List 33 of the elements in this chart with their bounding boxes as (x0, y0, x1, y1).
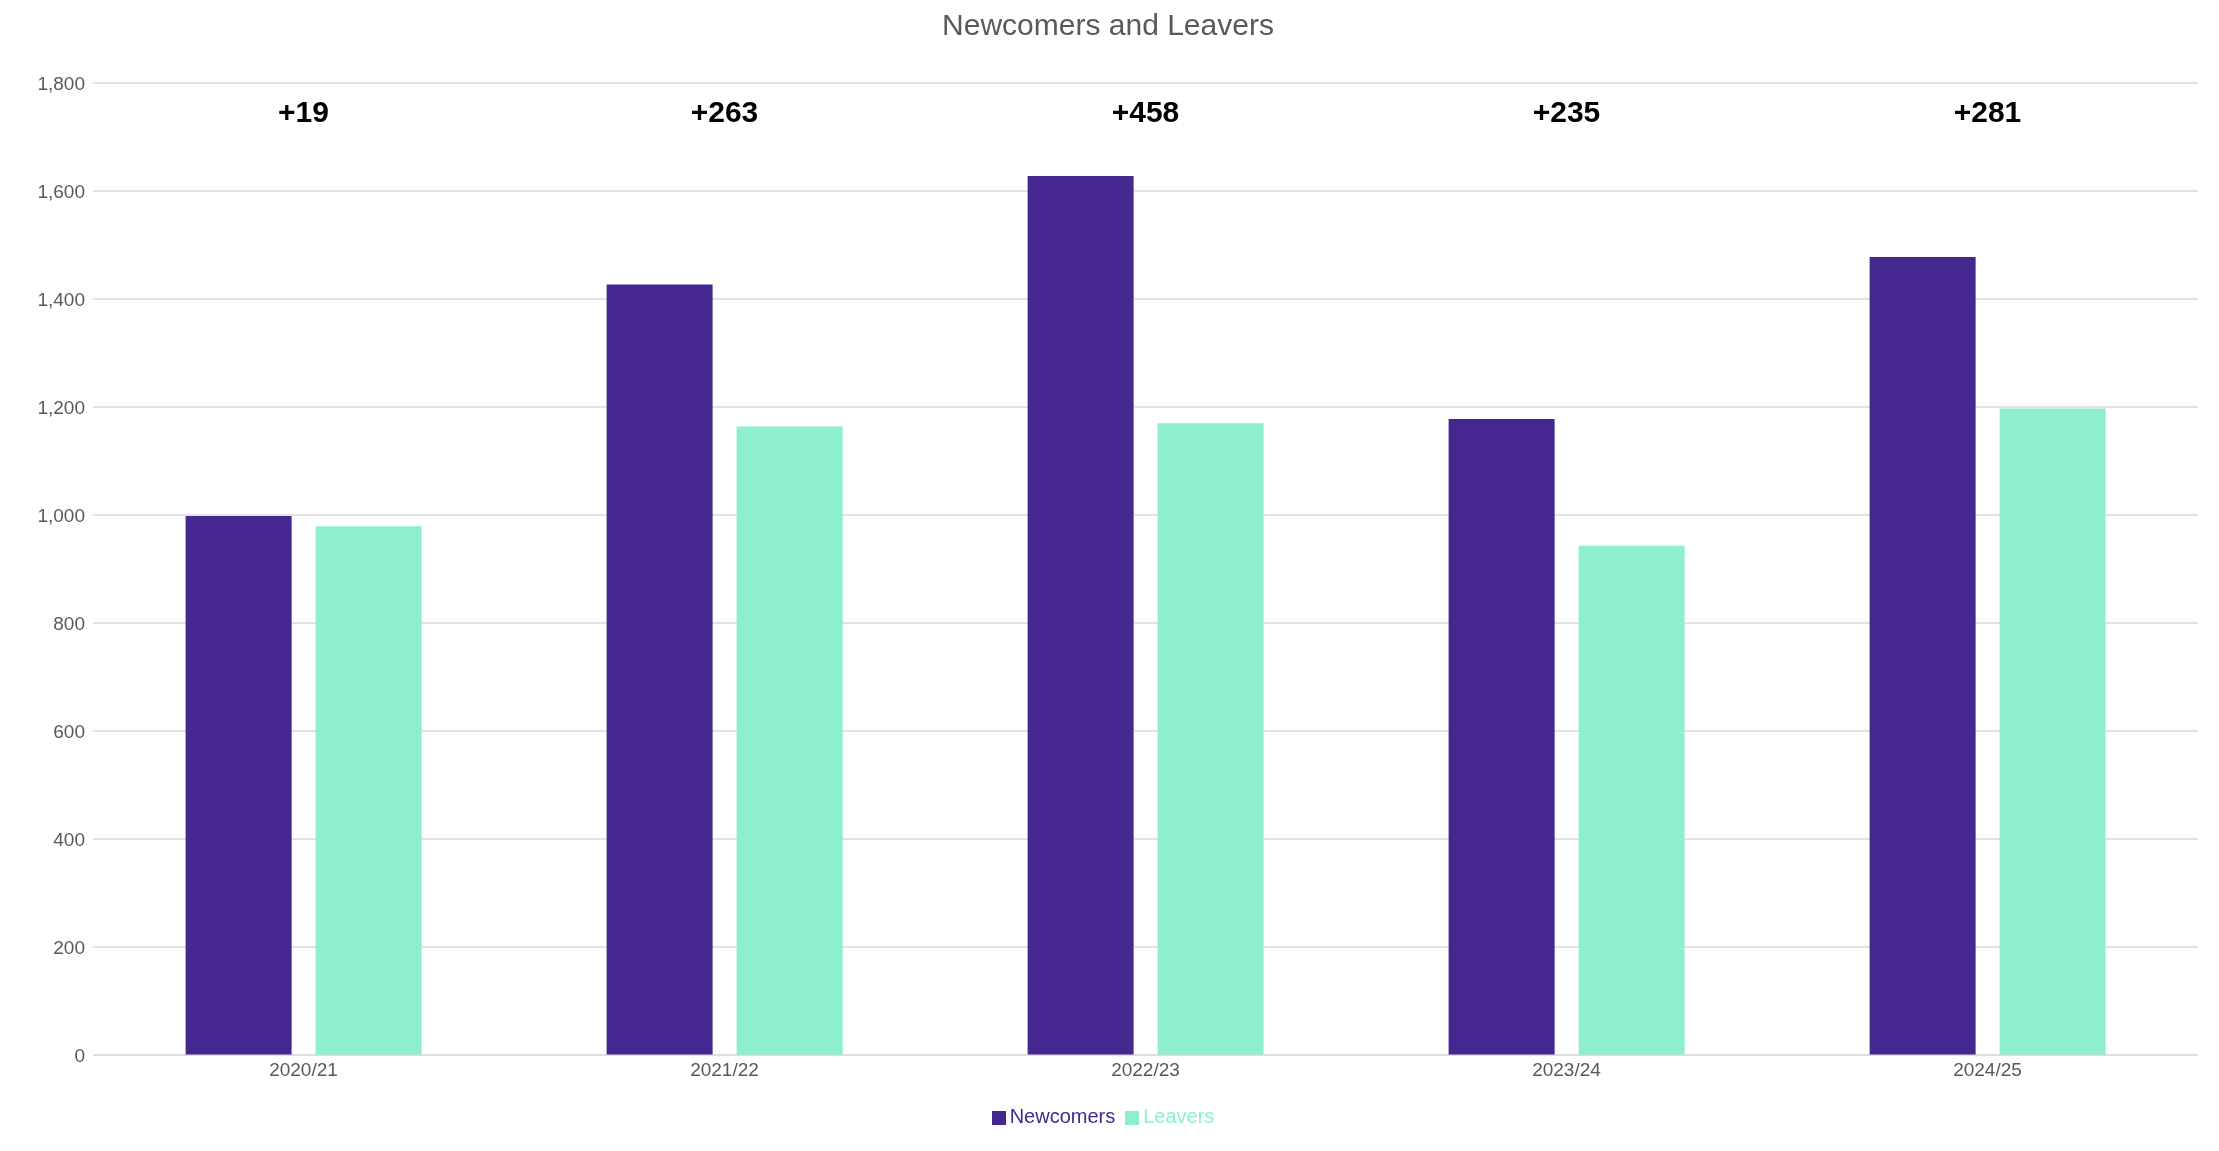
bar (315, 526, 422, 1055)
y-tick-label: 400 (53, 828, 85, 850)
y-tick-label: 1,200 (37, 396, 85, 418)
annotation: +263 (690, 94, 759, 128)
annotation: +235 (1532, 94, 1601, 128)
x-tick-label: 2020/21 (269, 1059, 338, 1081)
bar (1869, 256, 1976, 1055)
bar (736, 426, 843, 1055)
bar (1999, 408, 2106, 1055)
annotation: +19 (278, 94, 329, 128)
annotation: +281 (1953, 94, 2022, 128)
x-tick-label: 2021/22 (690, 1059, 759, 1081)
bar (1578, 545, 1685, 1055)
y-tick-label: 800 (53, 612, 85, 634)
y-tick-label: 600 (53, 720, 85, 742)
x-tick-label: 2023/24 (1532, 1059, 1602, 1081)
legend-label: Newcomers (1009, 1105, 1116, 1127)
chart-title: Newcomers and Leavers (941, 8, 1275, 43)
bar (606, 284, 713, 1055)
y-tick-label: 1,800 (37, 72, 85, 94)
bar (1027, 175, 1134, 1055)
x-tick-label: 2024/25 (1953, 1059, 2022, 1081)
x-tick-label: 2022/23 (1111, 1059, 1180, 1081)
legend-label: Leavers (1143, 1105, 1215, 1127)
y-tick-label: 0 (74, 1044, 85, 1066)
y-tick-label: 200 (53, 936, 85, 958)
bar (1448, 418, 1555, 1055)
bar (1157, 423, 1264, 1055)
y-tick-label: 1,000 (37, 504, 85, 526)
y-tick-label: 1,400 (37, 288, 85, 310)
y-tick-label: 1,600 (37, 180, 85, 202)
annotation: +458 (1111, 94, 1180, 128)
bar (185, 516, 292, 1055)
